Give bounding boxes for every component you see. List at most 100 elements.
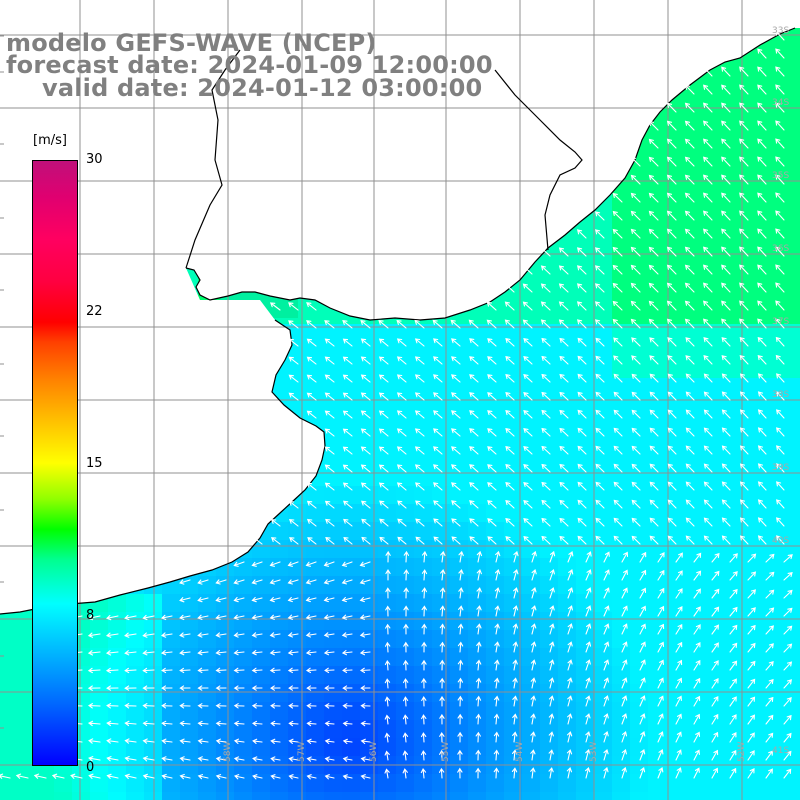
wind-arrow xyxy=(721,391,731,401)
wind-speed-cell xyxy=(342,486,361,505)
wind-arrow xyxy=(765,696,774,707)
wind-speed-cell xyxy=(738,576,757,595)
latitude-label: 40S xyxy=(772,536,789,546)
wind-arrow xyxy=(420,732,427,743)
wind-speed-cell xyxy=(594,684,613,703)
wind-arrow xyxy=(403,623,409,635)
wind-arrow xyxy=(783,554,793,563)
wind-arrow xyxy=(739,174,749,185)
wind-speed-cell xyxy=(558,378,577,397)
wind-speed-cell xyxy=(486,522,505,541)
wind-arrow xyxy=(215,614,227,620)
wind-arrow xyxy=(721,228,731,239)
wind-arrow xyxy=(702,102,713,113)
wind-arrow xyxy=(475,695,482,707)
wind-speed-cell xyxy=(486,306,505,325)
wind-arrow xyxy=(451,392,461,401)
wind-speed-cell xyxy=(468,684,487,703)
wind-speed-cell xyxy=(504,702,523,721)
wind-arrow xyxy=(739,499,749,509)
wind-arrow xyxy=(306,302,317,311)
wind-speed-cell xyxy=(792,126,800,145)
wind-arrow xyxy=(487,338,497,347)
wind-arrow xyxy=(142,667,155,674)
wind-speed-cell xyxy=(252,612,271,631)
wind-speed-cell xyxy=(792,468,800,487)
wind-arrow xyxy=(666,156,677,167)
wind-speed-cell xyxy=(432,774,451,793)
latitude-label: 41S xyxy=(772,746,789,756)
wind-speed-cell xyxy=(36,792,55,800)
wind-speed-cell xyxy=(684,450,703,469)
wind-speed-cell xyxy=(558,414,577,433)
wind-arrow xyxy=(603,605,610,617)
wind-speed-cell xyxy=(486,630,505,649)
wind-speed-cell xyxy=(504,576,523,595)
wind-arrow xyxy=(106,756,119,762)
wind-arrow xyxy=(161,667,173,674)
wind-speed-cell xyxy=(774,486,793,505)
wind-arrow xyxy=(739,517,749,527)
colorbar-tick-22: 22 xyxy=(86,304,103,319)
wind-arrow xyxy=(559,373,569,383)
wind-speed-cell xyxy=(504,522,523,541)
wind-speed-cell xyxy=(324,576,343,595)
wind-arrow xyxy=(288,685,299,691)
wind-speed-cell xyxy=(774,432,793,451)
wind-speed-cell xyxy=(396,522,415,541)
wind-arrow xyxy=(360,500,371,509)
wind-arrow xyxy=(576,247,587,257)
wind-speed-cell xyxy=(396,792,415,800)
wind-arrow xyxy=(469,428,479,437)
wind-speed-cell xyxy=(450,378,469,397)
wind-speed-cell xyxy=(486,648,505,667)
wind-arrow xyxy=(594,229,605,239)
wind-arrow xyxy=(378,428,389,437)
wind-arrow xyxy=(142,720,155,727)
wind-speed-cell xyxy=(0,792,19,800)
wind-arrow xyxy=(657,605,665,617)
wind-speed-cell xyxy=(558,738,577,757)
wind-arrow xyxy=(269,649,281,656)
wind-speed-cell xyxy=(486,738,505,757)
wind-speed-cell xyxy=(396,594,415,613)
wind-arrow xyxy=(142,756,155,762)
wind-arrow xyxy=(657,552,665,563)
wind-arrow xyxy=(739,535,749,545)
wind-speed-cell xyxy=(666,450,685,469)
wind-speed-cell xyxy=(594,702,613,721)
wind-speed-cell xyxy=(90,702,109,721)
wind-speed-cell xyxy=(468,612,487,631)
wind-arrow xyxy=(685,409,695,419)
wind-arrow xyxy=(403,569,409,581)
wind-arrow xyxy=(603,659,610,671)
wind-speed-cell xyxy=(558,594,577,613)
wind-speed-cell xyxy=(774,666,793,685)
wind-arrow xyxy=(324,685,335,691)
wind-speed-cell xyxy=(630,414,649,433)
wind-arrow xyxy=(87,614,101,621)
wind-speed-cell xyxy=(378,414,397,433)
wind-speed-cell xyxy=(234,612,253,631)
wind-speed-cell xyxy=(360,792,379,800)
wind-arrow xyxy=(402,678,409,689)
wind-arrow xyxy=(179,738,191,744)
wind-speed-cell xyxy=(162,774,181,793)
wind-speed-cell xyxy=(792,108,800,127)
wind-speed-cell xyxy=(558,684,577,703)
wind-speed-cell xyxy=(522,648,541,667)
wind-speed-cell xyxy=(522,666,541,685)
wind-speed-cell xyxy=(396,324,415,343)
wind-arrow xyxy=(747,732,755,743)
wind-arrow xyxy=(402,696,409,707)
wind-arrow xyxy=(577,481,587,491)
wind-speed-cell xyxy=(666,360,685,379)
wind-speed-cell xyxy=(270,702,289,721)
wind-arrow xyxy=(541,535,551,545)
wind-arrow xyxy=(621,677,628,689)
wind-arrow xyxy=(512,623,519,635)
wind-arrow xyxy=(396,374,407,383)
wind-speed-cell xyxy=(306,648,325,667)
latitude-label: 34S xyxy=(772,98,789,108)
wind-speed-cell xyxy=(378,774,397,793)
